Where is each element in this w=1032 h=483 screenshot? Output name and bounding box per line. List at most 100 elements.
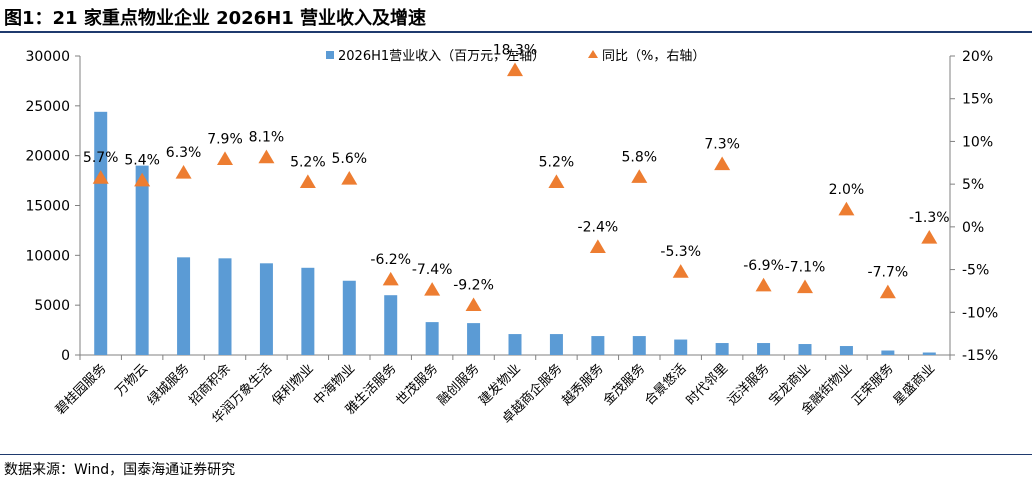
bar — [881, 350, 895, 355]
data-label: 6.3% — [166, 145, 202, 161]
yoy-marker — [755, 277, 772, 292]
bar — [757, 343, 771, 355]
x-tick-label: 越秀服务 — [559, 361, 607, 409]
data-label: 5.7% — [83, 150, 119, 166]
x-tick-label: 远洋服务 — [724, 361, 772, 409]
data-label: 5.2% — [539, 154, 575, 170]
x-tick-label: 合景悠活 — [642, 361, 689, 408]
right-tick-label: 15% — [962, 92, 993, 108]
data-label: 5.4% — [124, 153, 160, 169]
left-tick-label: 30000 — [25, 49, 70, 65]
left-tick-label: 25000 — [25, 99, 70, 115]
left-tick-label: 0 — [61, 348, 70, 364]
bar — [591, 336, 605, 355]
yoy-marker — [631, 169, 648, 183]
x-tick-label: 金茂服务 — [600, 361, 648, 409]
data-label: -2.4% — [578, 219, 619, 235]
yoy-marker — [507, 62, 523, 77]
bar — [549, 334, 563, 355]
yoy-marker — [92, 170, 109, 184]
data-label: -7.7% — [868, 265, 909, 281]
bar — [342, 280, 356, 355]
data-label: 7.9% — [207, 131, 243, 147]
x-tick-label: 正荣服务 — [849, 361, 897, 409]
x-tick-label: 星盛商业 — [891, 361, 938, 408]
yoy-marker — [258, 149, 275, 164]
bar — [839, 346, 853, 355]
yoy-marker — [714, 156, 731, 171]
bar — [798, 344, 812, 355]
bar — [425, 322, 439, 355]
legend-yoy-swatch — [588, 50, 598, 58]
legend-yoy-label: 同比（%，右轴） — [602, 49, 705, 64]
chart-svg: 0 5000 10000 15000 20000 25000 30000 -15% -10% -5… — [25, 43, 998, 427]
bar — [632, 336, 646, 355]
left-tick-label: 5000 — [34, 298, 70, 314]
bar — [177, 257, 191, 355]
x-tick-label: 万物云 — [113, 361, 151, 399]
data-label: 5.8% — [621, 149, 657, 165]
title-rule — [0, 31, 1032, 33]
data-label: 7.3% — [704, 136, 740, 152]
bar — [922, 352, 936, 355]
bar — [218, 258, 232, 355]
bottom-rule — [0, 454, 1032, 455]
title-bar: 图1：21 家重点物业企业 2026H1 营业收入及增速 — [0, 0, 1032, 33]
data-label: -6.9% — [743, 258, 784, 274]
bar — [94, 111, 108, 356]
yoy-marker — [921, 229, 938, 244]
yoy-marker — [589, 239, 606, 253]
chart-area: 0 5000 10000 15000 20000 25000 30000 -15% -10% -5… — [0, 33, 1032, 453]
source-note: 数据来源：Wind，国泰海通证券研究 — [4, 462, 236, 478]
x-tick-label: 保利物业 — [269, 361, 316, 408]
right-tick-label: 5% — [962, 177, 984, 193]
left-tick-label: 20000 — [25, 149, 70, 165]
bar — [301, 267, 315, 355]
legend-bar-label: 2026H1营业收入（百万元，左轴） — [338, 49, 545, 64]
x-tick-label: 时代邻里 — [684, 361, 731, 408]
bar — [259, 263, 273, 355]
bar — [674, 339, 688, 355]
data-label: 5.6% — [331, 151, 367, 167]
data-label: 18.3% — [493, 43, 537, 59]
data-label: -9.2% — [453, 277, 494, 293]
yoy-marker — [175, 165, 192, 179]
right-tick-label: -5% — [962, 263, 989, 279]
x-tick-label: 绿城服务 — [144, 361, 192, 409]
data-label: -7.1% — [785, 260, 826, 276]
data-label: 8.1% — [249, 130, 285, 146]
data-label: -6.2% — [370, 252, 411, 268]
x-tick-label: 碧桂园服务 — [52, 361, 109, 418]
bar — [508, 334, 522, 355]
yoy-marker — [797, 279, 813, 294]
yoy-marker — [672, 264, 689, 278]
data-label: 2.0% — [829, 182, 865, 198]
yoy-marker — [879, 284, 896, 299]
right-tick-label: 10% — [962, 134, 993, 150]
yoy-marker — [341, 171, 358, 185]
yoy-marker — [217, 151, 233, 165]
yoy-marker — [465, 297, 482, 312]
chart-title: 图1：21 家重点物业企业 2026H1 营业收入及增速 — [4, 8, 427, 29]
bar — [715, 343, 729, 355]
bar — [384, 295, 398, 355]
right-tick-label: -15% — [962, 348, 998, 364]
right-tick-label: -10% — [962, 305, 998, 321]
x-tick-label: 融创服务 — [434, 361, 482, 409]
yoy-marker — [134, 172, 151, 187]
yoy-marker — [382, 271, 399, 286]
right-tick-label: 20% — [962, 49, 993, 65]
bar — [135, 165, 149, 355]
x-tick-label: 世茂服务 — [393, 361, 441, 409]
data-label: -7.4% — [412, 262, 453, 278]
legend-bar-swatch — [326, 51, 334, 59]
yoy-marker — [299, 174, 316, 189]
left-tick-label: 10000 — [25, 248, 70, 264]
data-label: 5.2% — [290, 154, 326, 170]
yoy-marker — [424, 282, 441, 296]
yoy-marker — [548, 174, 565, 189]
left-tick-label: 15000 — [25, 199, 70, 215]
right-tick-label: 0% — [962, 220, 984, 236]
bar — [467, 323, 481, 355]
data-label: -1.3% — [909, 210, 950, 226]
